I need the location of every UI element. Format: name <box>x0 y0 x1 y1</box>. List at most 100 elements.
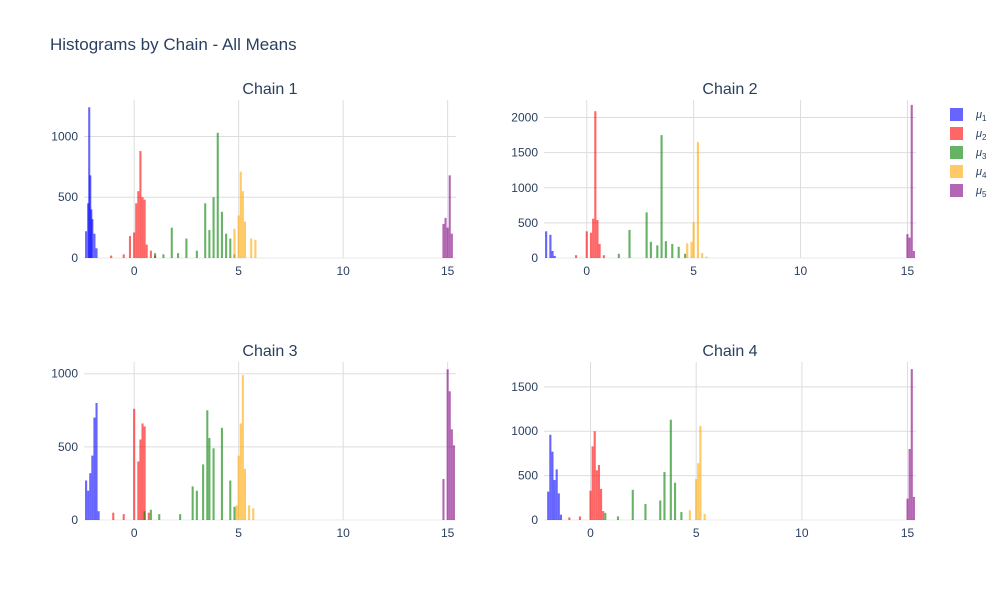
histogram-bar-mu1 <box>559 514 562 520</box>
subplot-4: Chain 4 0 5 10 15 0 500 1000 1500 <box>511 343 916 540</box>
legend-item-mu5[interactable]: μ5 <box>950 184 987 199</box>
histogram-bar-mu5 <box>446 227 449 258</box>
histogram-bar-mu3 <box>659 500 662 520</box>
histogram-bar-mu4 <box>696 142 699 258</box>
histogram-bar-mu3 <box>216 132 219 258</box>
histogram-bar-mu3 <box>664 241 667 258</box>
histogram-bar-mu2 <box>149 250 152 258</box>
histogram-bar-mu1 <box>557 493 560 520</box>
histogram-bar-mu1 <box>551 451 554 520</box>
y-tick-label: 500 <box>518 216 538 230</box>
histogram-bar-mu4 <box>699 425 702 520</box>
x-tick-label: 0 <box>131 264 138 278</box>
bars <box>85 107 453 259</box>
y-tick-label: 1500 <box>511 146 538 160</box>
histogram-bar-mu3 <box>616 516 620 520</box>
bars <box>545 104 915 258</box>
histogram-bar-mu1 <box>545 231 548 258</box>
histogram-bar-mu5 <box>446 369 449 520</box>
legend-label: μ5 <box>975 185 987 199</box>
legend-item-mu4[interactable]: μ4 <box>950 165 987 180</box>
legend-swatch <box>950 146 963 159</box>
histogram-bar-mu5 <box>442 479 445 520</box>
legend: μ1 μ2 μ3 μ4 μ5 <box>950 108 987 199</box>
bars <box>85 369 455 520</box>
histogram-bar-mu1 <box>85 231 88 258</box>
histogram-bar-mu4 <box>705 256 708 258</box>
histogram-bar-mu3 <box>220 427 223 520</box>
histogram-bar-mu3 <box>170 227 173 258</box>
histogram-bar-mu3 <box>162 254 165 258</box>
histogram-bar-mu2 <box>589 232 593 258</box>
histogram-bar-mu5 <box>908 237 911 258</box>
histogram-bar-mu3 <box>179 514 182 520</box>
histogram-bar-mu3 <box>669 419 672 520</box>
legend-swatch <box>950 108 963 121</box>
histogram-bar-mu1 <box>85 480 88 520</box>
histogram-bar-mu5 <box>450 429 453 520</box>
histogram-bar-mu1 <box>553 480 556 520</box>
y-tick-label: 500 <box>58 190 78 204</box>
histogram-bar-mu4 <box>241 191 244 258</box>
histogram-bar-mu3 <box>143 511 146 520</box>
histogram-bar-mu3 <box>225 233 228 258</box>
histogram-bar-mu2 <box>591 446 594 520</box>
y-tick-label: 1000 <box>51 367 78 381</box>
histogram-bar-mu5 <box>910 104 913 258</box>
histogram-bar-mu4 <box>697 463 700 520</box>
histogram-bar-mu2 <box>112 512 115 520</box>
histogram-bar-mu1 <box>553 255 556 258</box>
x-tick-label: 10 <box>336 526 350 540</box>
histogram-bar-mu3 <box>671 243 674 258</box>
histogram-bar-mu5 <box>910 369 913 520</box>
histogram-bar-mu5 <box>442 223 445 258</box>
histogram-bar-mu4 <box>235 505 238 520</box>
x-tick-label: 0 <box>131 526 138 540</box>
histogram-bar-mu3 <box>208 438 211 520</box>
histogram-bar-mu1 <box>95 402 98 520</box>
histogram-bar-mu2 <box>575 255 578 258</box>
histogram-bar-mu2 <box>595 470 598 520</box>
legend-item-mu3[interactable]: μ3 <box>950 146 987 161</box>
subplot-title: Chain 3 <box>242 343 297 360</box>
histogram-bar-mu2 <box>137 461 140 520</box>
subplot-2: Chain 2 0 5 10 15 0 500 1000 1500 2000 <box>511 81 916 278</box>
histogram-bar-mu3 <box>649 241 652 258</box>
x-tick-label: 10 <box>794 264 808 278</box>
histogram-bar-mu2 <box>602 511 605 520</box>
x-tick-label: 10 <box>795 526 809 540</box>
histogram-bar-mu2 <box>147 512 150 520</box>
legend-item-mu2[interactable]: μ2 <box>950 127 987 142</box>
histogram-bar-mu1 <box>555 469 558 520</box>
x-tick-label: 15 <box>441 264 455 278</box>
histogram-bar-mu1 <box>89 473 92 520</box>
x-tick-label: 5 <box>235 526 242 540</box>
histogram-bar-mu3 <box>677 246 680 258</box>
histogram-bar-mu2 <box>598 243 601 258</box>
x-tick-label: 5 <box>235 264 242 278</box>
y-tick-label: 0 <box>531 513 538 527</box>
histogram-bar-mu3 <box>149 509 152 520</box>
legend-item-mu1[interactable]: μ1 <box>950 108 987 123</box>
histogram-bar-mu3 <box>660 135 663 258</box>
histogram-bar-mu4 <box>239 171 242 258</box>
histogram-bar-mu1 <box>549 234 552 258</box>
histogram-bar-mu3 <box>220 211 223 258</box>
histogram-bar-mu3 <box>233 506 236 520</box>
histogram-bar-mu1 <box>91 219 94 258</box>
x-tick-label: 15 <box>901 526 915 540</box>
histogram-bar-mu1 <box>549 434 552 520</box>
histogram-bar-mu2 <box>568 517 571 520</box>
histogram-bar-mu4 <box>695 479 698 520</box>
histogram-bar-mu1 <box>93 233 96 258</box>
histogram-bar-mu2 <box>597 464 601 520</box>
y-tick-label: 0 <box>71 513 78 527</box>
histogram-bar-mu2 <box>110 255 113 258</box>
histogram-bar-mu4 <box>254 239 257 258</box>
histogram-bar-mu2 <box>578 516 581 520</box>
histogram-bar-mu3 <box>185 238 188 258</box>
histogram-bar-mu3 <box>177 253 180 258</box>
histogram-bar-mu3 <box>229 480 232 520</box>
